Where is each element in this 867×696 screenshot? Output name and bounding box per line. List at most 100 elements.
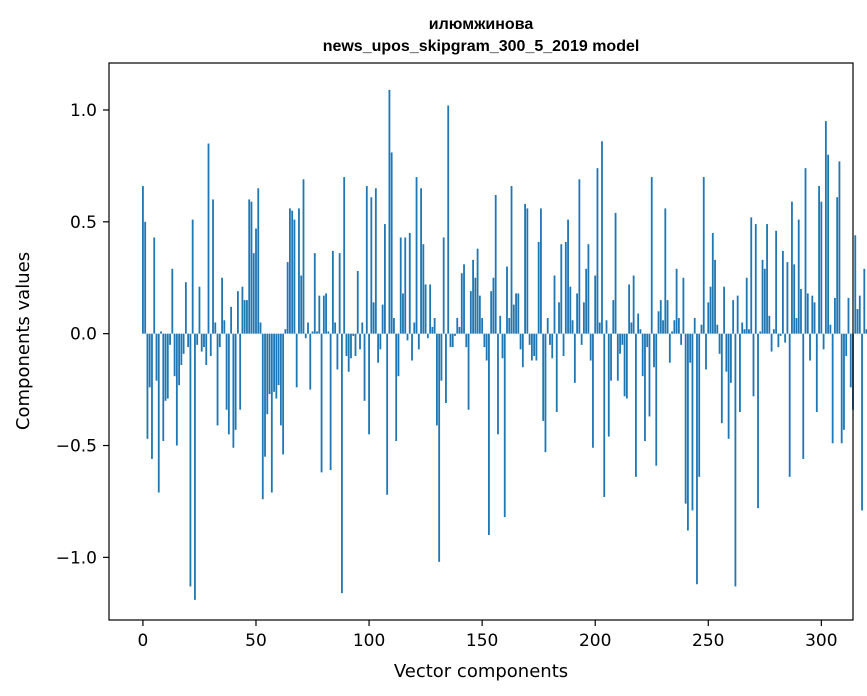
bar (460, 273, 463, 334)
x-tick-label: 250 (692, 631, 724, 651)
bar (221, 277, 223, 334)
bar (614, 212, 617, 334)
bar (668, 333, 671, 363)
bar (806, 293, 809, 334)
bar (858, 295, 861, 334)
bar (225, 333, 228, 410)
bar (264, 333, 266, 457)
bar (144, 221, 147, 334)
bar (429, 284, 432, 334)
bar (571, 320, 574, 334)
bar (786, 262, 789, 334)
bar (761, 259, 764, 334)
bar (734, 333, 737, 587)
bar (257, 188, 260, 334)
chart-title: илюмжинова (429, 16, 534, 33)
bar (544, 333, 547, 453)
bar (512, 304, 515, 334)
bar (451, 333, 454, 348)
bar (555, 333, 558, 412)
bar (804, 168, 807, 334)
bar (474, 277, 477, 334)
bar (454, 333, 456, 336)
bar (469, 291, 472, 334)
bar (517, 293, 520, 334)
bar (488, 333, 490, 535)
bar (779, 333, 782, 336)
bar (223, 320, 226, 334)
bar (687, 333, 689, 531)
bar (286, 262, 289, 334)
bar (318, 295, 321, 334)
bar (478, 295, 481, 334)
bar (291, 210, 294, 334)
bar (248, 199, 251, 334)
bar (465, 333, 468, 348)
bar (397, 333, 400, 377)
bar (824, 121, 827, 334)
x-axis-ticks: 0 50 100 150 200 250 300 (138, 620, 838, 651)
bar (856, 309, 859, 334)
bar (406, 333, 409, 341)
bar (393, 318, 395, 334)
bar (160, 331, 162, 334)
bar (777, 333, 780, 348)
bar (151, 333, 153, 459)
bar (587, 244, 590, 334)
bar (567, 219, 569, 334)
bar (171, 268, 174, 334)
bar (605, 320, 608, 334)
bar (580, 333, 583, 345)
bar (255, 228, 257, 334)
x-tick-label: 100 (353, 631, 385, 651)
x-tick-label: 200 (579, 631, 611, 651)
bar (540, 208, 542, 334)
bar (521, 333, 524, 368)
bar (359, 333, 361, 350)
bar (562, 333, 565, 357)
bar (191, 219, 194, 334)
bar (729, 333, 732, 383)
bar (838, 161, 841, 334)
bar (316, 331, 318, 334)
bar (797, 219, 800, 334)
bar (440, 333, 443, 381)
bar (284, 329, 287, 334)
bar (307, 322, 309, 334)
x-axis-label: Vector components (394, 661, 568, 682)
bar (711, 233, 714, 334)
bar (184, 282, 187, 334)
bar (589, 333, 592, 361)
bar (793, 264, 796, 334)
bar (745, 277, 748, 334)
bar (673, 320, 676, 334)
bar (458, 326, 461, 334)
bar (207, 143, 210, 334)
bar (214, 322, 217, 334)
bar (404, 237, 407, 334)
bar (519, 333, 522, 350)
bar (203, 333, 205, 348)
bar (365, 186, 368, 334)
bar (551, 333, 554, 359)
bar (173, 333, 176, 377)
bar (485, 333, 488, 361)
bar (169, 333, 171, 345)
bar (585, 268, 588, 334)
bar (341, 333, 343, 594)
bar (279, 333, 282, 426)
bar (840, 333, 843, 444)
bar (463, 264, 465, 334)
bar (861, 333, 863, 511)
bar (698, 333, 701, 477)
bar (623, 333, 626, 397)
bar (537, 241, 540, 334)
bar (490, 291, 493, 334)
bar (298, 208, 300, 334)
bar (268, 333, 271, 395)
bar (592, 333, 594, 448)
bar (675, 268, 678, 334)
bar (300, 275, 303, 334)
